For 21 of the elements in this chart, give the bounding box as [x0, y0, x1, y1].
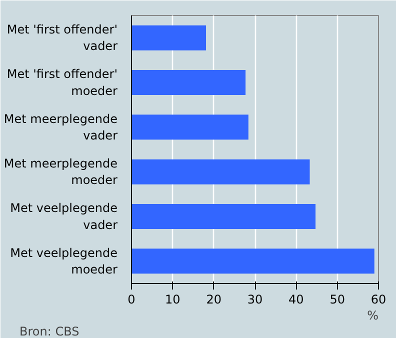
y-tick-label: Met veelplegende vader — [10, 201, 118, 232]
x-tick-label: 10 — [165, 292, 180, 306]
bar — [132, 25, 206, 50]
x-tick-label: 40 — [288, 292, 304, 306]
x-tick-label: 60 — [370, 292, 386, 306]
bar — [132, 248, 374, 274]
bar — [132, 204, 316, 230]
y-tick-label: Met 'first offender' vader — [6, 22, 118, 54]
x-tick-label: 20 — [206, 292, 222, 306]
text: Bron: CBS — [20, 324, 80, 338]
x-axis-title: % — [367, 308, 379, 322]
y-tick-label: Met meerplegende vader — [4, 112, 118, 143]
bar — [132, 70, 246, 96]
x-tick-label: 0 — [128, 292, 136, 306]
y-tick-label: Met meerplegende moeder — [4, 156, 118, 188]
x-tick-label: 50 — [330, 292, 345, 306]
y-tick-label: Met veelplegende moeder — [10, 246, 118, 277]
y-tick-label: Met 'first offender' moeder — [6, 67, 118, 98]
bar — [132, 159, 310, 184]
x-tick-label: 30 — [247, 292, 263, 306]
bar — [132, 114, 248, 140]
